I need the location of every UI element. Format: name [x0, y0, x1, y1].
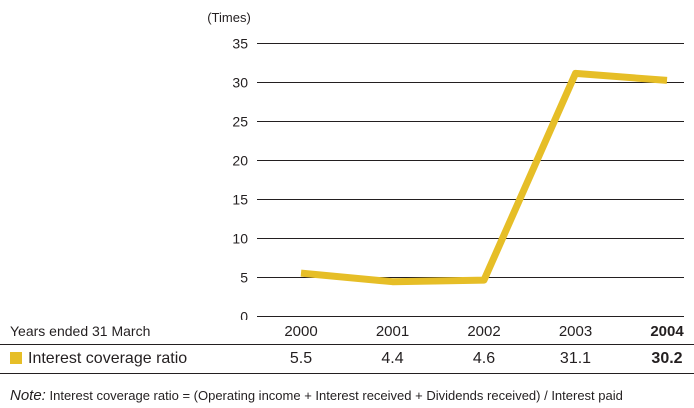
data-label: 30.2	[651, 350, 683, 367]
y-tick-label: 35	[232, 36, 248, 52]
note-text: Interest coverage ratio = (Operating inc…	[49, 388, 623, 403]
line-chart: (Times) 0 5 10 15 20 25 30 35	[207, 10, 684, 321]
series-legend-label: Interest coverage ratio	[10, 350, 187, 368]
y-tick-label: 0	[240, 309, 248, 321]
y-unit-label: (Times)	[207, 10, 251, 25]
data-label: 5.5	[289, 350, 313, 367]
table-divider	[0, 344, 694, 345]
y-tick-label: 15	[232, 192, 248, 208]
data-label: 31.1	[559, 350, 592, 367]
y-tick-labels: 0 5 10 15 20 25 30 35	[232, 36, 248, 321]
y-tick-label: 30	[232, 75, 248, 91]
legend-swatch	[10, 352, 22, 364]
y-tick-label: 5	[240, 270, 248, 286]
y-tick-label: 10	[232, 231, 248, 247]
series-name: Interest coverage ratio	[28, 350, 188, 367]
y-tick-label: 25	[232, 114, 248, 130]
series-lines	[300, 69, 668, 286]
data-label: 4.4	[381, 350, 404, 367]
x-tick-label: 2003	[558, 323, 593, 340]
footnote: Note: Interest coverage ratio = (Operati…	[10, 387, 623, 404]
x-tick-label: 2000	[284, 323, 318, 340]
x-tick-label: 2002	[467, 323, 501, 340]
table-bottom-rule	[0, 373, 694, 374]
x-tick-label: 2004	[650, 323, 684, 340]
x-tick-label: 2001	[375, 323, 410, 340]
series-line-0	[300, 69, 668, 286]
data-label: 4.6	[472, 350, 496, 367]
note-label: Note:	[10, 387, 46, 404]
x-header: Years ended 31 March	[10, 323, 151, 339]
y-tick-label: 20	[232, 153, 248, 169]
